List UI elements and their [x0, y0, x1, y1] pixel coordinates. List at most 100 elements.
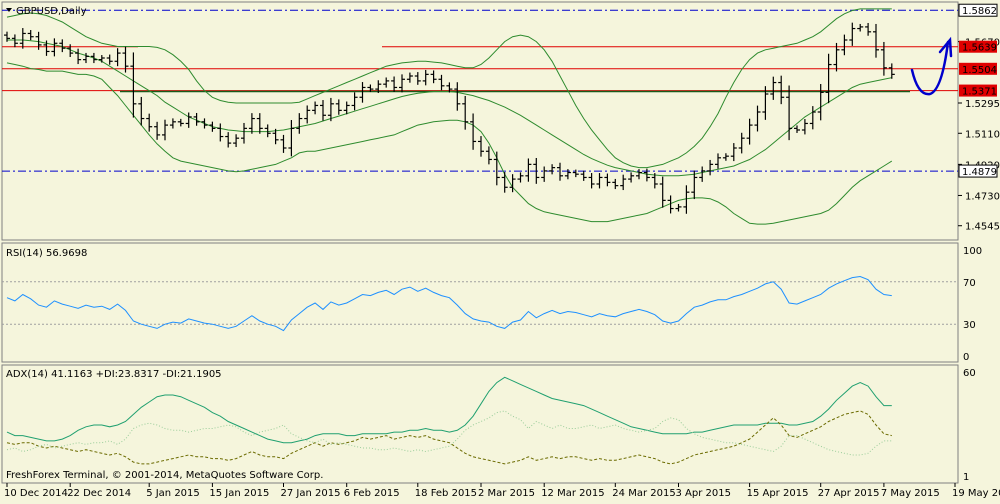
- forecast-arrow-head: [938, 36, 953, 58]
- time-axis-label: 6 Feb 2015: [344, 488, 400, 499]
- price-panel-frame: [1, 1, 959, 241]
- candle: [130, 52, 137, 118]
- adx-title: ADX(14) 41.1163 +DI:23.8317 -DI:21.1905: [6, 369, 222, 380]
- candle: [383, 77, 390, 88]
- candle: [335, 99, 342, 115]
- candle: [778, 75, 785, 105]
- candle: [248, 113, 255, 134]
- candle: [628, 172, 635, 183]
- rsi-axis-label: 70: [963, 278, 976, 289]
- rsi-axis-label: 0: [963, 352, 969, 363]
- candle: [533, 157, 540, 184]
- time-axis-label: 18 Feb 2015: [415, 488, 477, 499]
- level-label: 1.5504: [962, 65, 997, 76]
- candle: [320, 100, 326, 121]
- candle: [446, 82, 453, 93]
- candle: [493, 151, 500, 186]
- candle: [114, 48, 121, 67]
- time-axis-label: 22 Dec 2014: [67, 488, 131, 499]
- candle: [596, 173, 603, 189]
- candle: [59, 39, 66, 53]
- candle: [675, 203, 682, 212]
- price-axis-label: 1.5295: [965, 99, 1000, 110]
- candle: [786, 85, 793, 141]
- rsi-axis-label: 30: [963, 320, 976, 331]
- candle: [580, 170, 587, 181]
- candle: [154, 121, 161, 140]
- candle: [146, 113, 153, 132]
- time-axis-label: 3 Apr 2015: [676, 488, 731, 499]
- adx-axis-label: 60: [963, 368, 976, 379]
- candle: [462, 95, 469, 130]
- candle: [90, 52, 97, 64]
- candle: [770, 76, 777, 100]
- level-label-box: [959, 84, 997, 97]
- candle: [888, 63, 895, 79]
- candle: [304, 105, 311, 124]
- level-label: 1.5639: [962, 43, 997, 54]
- candle: [367, 84, 374, 93]
- candle: [359, 82, 366, 103]
- level-label-box: [959, 40, 997, 53]
- candle: [557, 162, 563, 181]
- level-label-box: [959, 62, 997, 75]
- rsi-title: RSI(14) 56.9698: [6, 248, 87, 259]
- copyright-label: FreshForex Terminal, © 2001-2014, MetaQu…: [6, 470, 323, 481]
- candle: [470, 113, 477, 150]
- di-plus-line: [6, 410, 892, 465]
- candle: [715, 153, 721, 169]
- candle: [98, 55, 105, 63]
- bollinger-middle-line: [7, 39, 892, 177]
- adx-axis-label: 1: [963, 472, 969, 483]
- candle: [177, 118, 184, 127]
- candle: [19, 28, 26, 49]
- di-minus-line: [6, 410, 892, 456]
- candle: [106, 54, 113, 65]
- candle: [865, 22, 872, 36]
- adx-line: [6, 376, 892, 444]
- time-axis-label: 5 Jan 2015: [146, 488, 200, 499]
- candle: [288, 120, 295, 157]
- level-label: 1.5862: [962, 6, 997, 17]
- candle: [454, 82, 461, 111]
- candle: [201, 118, 208, 129]
- time-axis-label: 10 Dec 2014: [4, 488, 68, 499]
- candle: [414, 72, 421, 85]
- candle: [509, 174, 516, 193]
- candle: [256, 113, 263, 134]
- candle: [659, 176, 666, 208]
- candle: [264, 124, 271, 138]
- candle: [67, 44, 74, 58]
- candle: [722, 153, 729, 161]
- candle: [280, 134, 287, 153]
- candle: [730, 143, 737, 162]
- candle: [707, 159, 714, 176]
- symbol-label: GBPUSD,Daily: [16, 6, 87, 17]
- candle: [651, 173, 658, 189]
- forecast-arrow-path: [910, 40, 950, 96]
- time-axis-label: 24 Mar 2015: [612, 488, 675, 499]
- candle: [501, 172, 508, 193]
- level-label: 1.4879: [962, 167, 997, 178]
- candle: [162, 119, 168, 141]
- candle: [138, 96, 145, 126]
- candle: [422, 69, 429, 86]
- candle: [217, 123, 224, 142]
- candle: [375, 80, 382, 94]
- candle: [75, 48, 82, 65]
- candle: [169, 118, 176, 129]
- candle: [880, 41, 887, 76]
- time-axis-label: 15 Jan 2015: [209, 488, 269, 499]
- candle: [343, 101, 350, 115]
- symbol-header[interactable]: GBPUSD,Daily: [6, 6, 87, 17]
- chevron-down-icon[interactable]: [6, 8, 12, 12]
- candle: [4, 31, 10, 42]
- rsi-axis-label: 100: [963, 246, 982, 257]
- time-axis-label: 2 Mar 2015: [478, 488, 535, 499]
- candle: [430, 70, 437, 84]
- candle: [327, 97, 334, 122]
- candle: [801, 119, 808, 135]
- rsi-panel-frame: [1, 242, 959, 363]
- rsi-indicator: 100 70 30 0: [2, 246, 982, 363]
- candle: [51, 38, 58, 57]
